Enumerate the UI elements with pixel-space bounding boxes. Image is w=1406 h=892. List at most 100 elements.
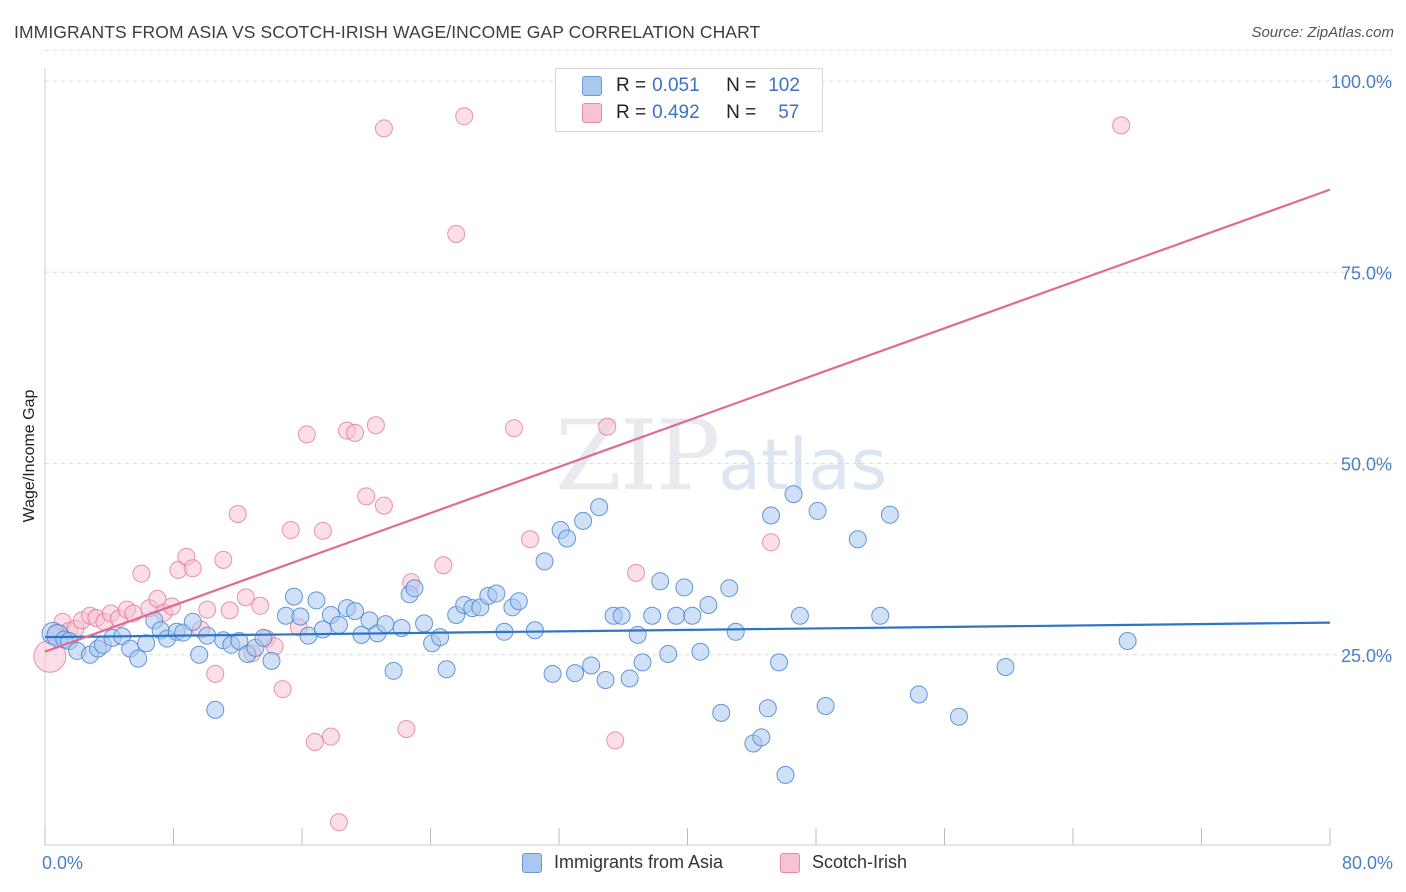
asia-point: [487, 584, 506, 603]
scotch-irish-point: [627, 563, 646, 582]
asia-point: [284, 587, 303, 606]
asia-point: [808, 501, 827, 520]
scotch-irish-point: [606, 731, 625, 750]
asia-point: [590, 498, 609, 517]
asia-point: [880, 505, 899, 524]
axes: [44, 68, 1331, 846]
legend-n-value-asia: 102: [768, 75, 800, 96]
asia-point: [784, 485, 803, 504]
asia-point: [667, 606, 686, 625]
asia-point: [848, 530, 867, 549]
scotch-swatch: [582, 103, 602, 123]
scotch-irish-point: [206, 664, 225, 683]
legend-item-asia: Immigrants from Asia: [522, 852, 723, 873]
asia-point: [384, 661, 403, 680]
scotch-irish-point: [346, 423, 365, 442]
asia-point: [816, 697, 835, 716]
watermark-atlas: atlas: [718, 424, 888, 506]
scotch-irish-point: [447, 225, 466, 243]
asia-point: [758, 699, 777, 718]
scotch-irish-point: [273, 680, 292, 699]
asia-point: [949, 707, 968, 726]
source-label: Source: ZipAtlas.com: [1251, 24, 1394, 41]
asia-point: [699, 596, 718, 615]
asia-point: [996, 657, 1015, 676]
asia-point: [633, 653, 652, 672]
asia-points: [41, 485, 1137, 784]
scotch-irish-point: [313, 521, 332, 540]
legend-row-scotch: R = 0.492 N = 57: [582, 100, 799, 126]
asia-point: [691, 642, 710, 661]
legend-n-value-scotch: 57: [778, 102, 800, 123]
asia-point: [712, 703, 731, 722]
asia-point: [762, 506, 781, 525]
scotch-irish-point: [397, 719, 416, 738]
scotch-irish-point: [366, 416, 385, 435]
y-tick-label: 25.0%: [1341, 646, 1392, 666]
asia-point: [752, 728, 771, 747]
asia-point: [405, 579, 424, 598]
asia-point: [582, 656, 601, 675]
asia-point: [431, 628, 450, 647]
asia-point: [206, 700, 225, 719]
asia-point: [871, 606, 890, 625]
legend-n-label: N =: [726, 102, 757, 123]
scotch-irish-point: [220, 601, 239, 620]
asia-point: [643, 606, 662, 625]
legend-r-value-scotch: 0.492: [652, 102, 700, 123]
asia-point: [509, 592, 528, 611]
scotch-irish-point: [762, 533, 781, 552]
scotch-irish-point: [434, 556, 453, 575]
x-tick-label: 0.0%: [42, 853, 83, 873]
asia-point: [415, 614, 434, 633]
asia-point: [535, 552, 554, 571]
asia-point: [558, 529, 577, 548]
asia-point: [574, 511, 593, 530]
asia-swatch: [582, 76, 602, 96]
legend-row-asia: R = 0.051 N = 102: [582, 73, 800, 99]
asia-point: [291, 607, 310, 626]
legend-item-scotch: Scotch-Irish: [780, 852, 907, 873]
asia-point: [683, 606, 702, 625]
legend-n-label: N =: [726, 75, 757, 96]
scotch-irish-point: [329, 813, 348, 832]
scotch-irish-point: [521, 530, 540, 549]
asia-point: [675, 578, 694, 597]
asia-trend-line: [44, 621, 1331, 639]
scotch-irish-point: [132, 564, 151, 583]
asia-point: [346, 602, 365, 621]
scotch-irish-point: [305, 732, 324, 751]
trend-lines: [44, 188, 1331, 653]
y-axis-title: Wage/Income Gap: [21, 390, 38, 523]
asia-point: [720, 579, 739, 598]
scotch-irish-point: [297, 425, 316, 444]
asia-point: [659, 644, 678, 663]
asia-point: [651, 572, 670, 591]
chart-title: IMMIGRANTS FROM ASIA VS SCOTCH-IRISH WAG…: [14, 22, 761, 42]
scotch-irish-trend-line: [44, 188, 1331, 653]
asia-point: [307, 591, 326, 610]
scotch-irish-point: [1112, 116, 1131, 135]
scotch-irish-point: [505, 419, 524, 438]
asia-point: [329, 615, 348, 634]
asia-point: [566, 664, 585, 683]
y-tick-label: 75.0%: [1341, 263, 1392, 283]
scotch-irish-point: [321, 727, 340, 746]
asia-point: [137, 634, 156, 653]
scotch-irish-point: [236, 588, 255, 607]
asia-point: [776, 765, 795, 784]
asia-point: [437, 660, 456, 679]
scotch-irish-point: [214, 550, 233, 569]
asia-point: [620, 669, 639, 688]
asia-point: [129, 649, 148, 668]
asia-point: [190, 645, 209, 664]
correlation-legend: R = 0.051 N = 102 R = 0.492 N = 57: [555, 68, 823, 132]
asia-point: [909, 685, 928, 704]
asia-point: [183, 612, 202, 631]
legend-r-value-asia: 0.051: [652, 75, 700, 96]
y-tick-label: 100.0%: [1331, 72, 1392, 92]
asia-point: [726, 622, 745, 641]
asia-swatch: [522, 852, 542, 873]
scotch-irish-point: [374, 496, 393, 515]
asia-point: [376, 615, 395, 634]
